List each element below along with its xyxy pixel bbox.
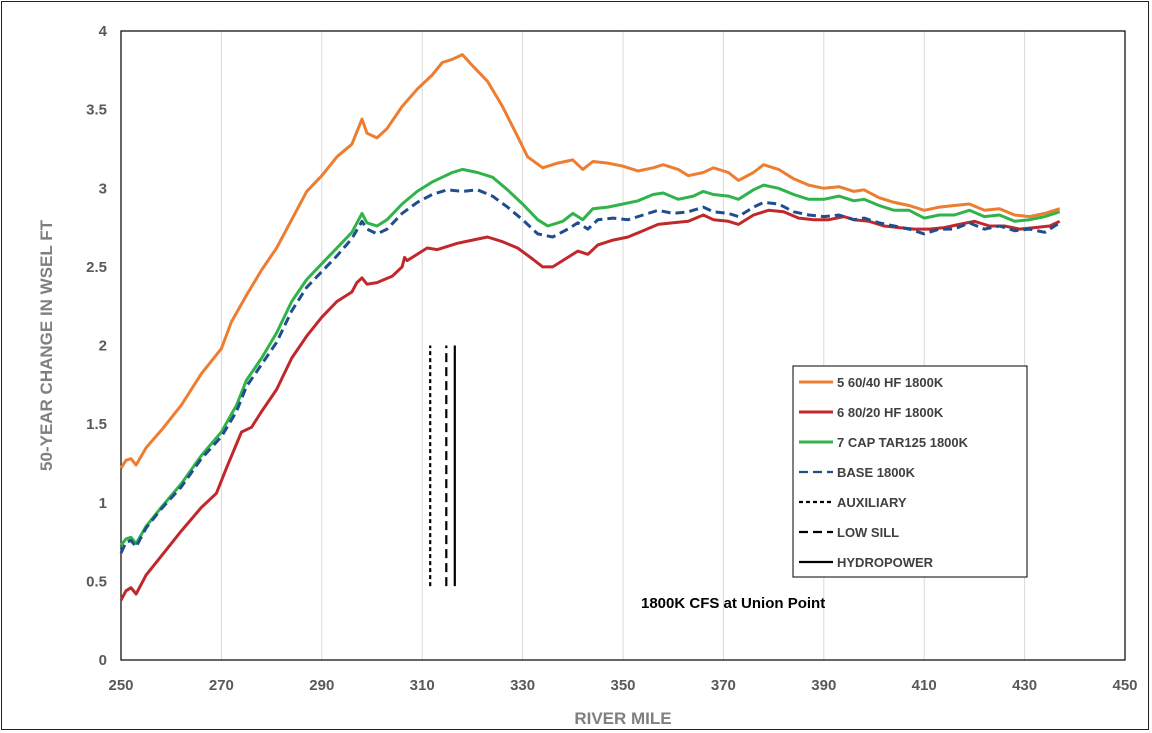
y-tick-label: 2 bbox=[99, 338, 107, 355]
legend-entry: HYDROPOWER bbox=[837, 555, 934, 570]
series-line bbox=[119, 188, 1061, 554]
y-tick-label: 1.5 bbox=[86, 416, 107, 433]
legend-entry: LOW SILL bbox=[837, 525, 899, 540]
y-tick-label: 1 bbox=[99, 495, 107, 512]
series-line bbox=[119, 167, 1061, 547]
legend-entry: 7 CAP TAR125 1800K bbox=[837, 435, 969, 450]
flow-annotation: 1800K CFS at Union Point bbox=[641, 595, 825, 612]
x-tick-label: 410 bbox=[912, 677, 937, 694]
legend: 5 60/40 HF 1800K 6 80/20 HF 1800K 7 CAP TA… bbox=[792, 365, 1028, 578]
x-tick-label: 430 bbox=[1012, 677, 1037, 694]
x-tick-label: 270 bbox=[209, 677, 234, 694]
y-axis-title: 50-YEAR CHANGE IN WSEL FT bbox=[37, 219, 56, 471]
y-tick-label: 0.5 bbox=[86, 573, 107, 590]
y-tick-label: 4 bbox=[99, 23, 108, 40]
legend-entry: AUXILIARY bbox=[837, 495, 907, 510]
x-tick-labels: 250 270 290 310 330 350 370 390 410 430 450 bbox=[108, 677, 1137, 694]
x-tick-label: 390 bbox=[811, 677, 836, 694]
x-axis-title: RIVER MILE bbox=[574, 709, 671, 728]
plot-area bbox=[120, 30, 1126, 661]
x-tick-label: 290 bbox=[309, 677, 334, 694]
x-tick-label: 450 bbox=[1112, 677, 1137, 694]
x-tick-label: 330 bbox=[510, 677, 535, 694]
y-tick-label: 3.5 bbox=[86, 102, 107, 119]
legend-box bbox=[792, 365, 1028, 578]
y-tick-labels: 0 0.5 1 1.5 2 2.5 3 3.5 4 bbox=[86, 23, 108, 669]
x-tick-label: 370 bbox=[711, 677, 736, 694]
x-tick-label: 310 bbox=[410, 677, 435, 694]
legend-entry: BASE 1800K bbox=[837, 465, 916, 480]
series-line bbox=[119, 53, 1061, 470]
series-line bbox=[119, 208, 1061, 601]
legend-entry: 5 60/40 HF 1800K bbox=[837, 375, 944, 390]
y-tick-label: 0 bbox=[99, 652, 107, 669]
x-tick-label: 350 bbox=[610, 677, 635, 694]
series-lines bbox=[119, 53, 1061, 601]
legend-entry: 6 80/20 HF 1800K bbox=[837, 405, 944, 420]
y-tick-label: 2.5 bbox=[86, 259, 107, 276]
x-tick-label: 250 bbox=[108, 677, 133, 694]
y-tick-label: 3 bbox=[99, 180, 107, 197]
